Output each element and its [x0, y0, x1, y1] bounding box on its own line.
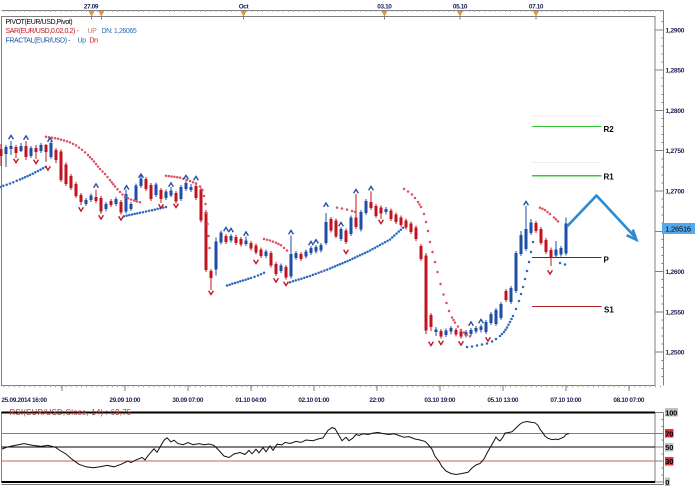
svg-text:29.09 10:00: 29.09 10:00: [109, 397, 141, 404]
svg-text:1,2550: 1,2550: [666, 309, 685, 316]
svg-text:R2: R2: [604, 125, 615, 134]
svg-text:R1: R1: [604, 173, 615, 182]
svg-text:02.10 01:00: 02.10 01:00: [298, 397, 330, 404]
svg-text:1,2750: 1,2750: [666, 148, 685, 155]
svg-text:1,2700: 1,2700: [666, 189, 685, 196]
svg-text:25.09.2014 16:00: 25.09.2014 16:00: [2, 397, 48, 404]
svg-text:01.10 04:00: 01.10 04:00: [235, 397, 267, 404]
svg-text:22:00: 22:00: [369, 397, 385, 404]
svg-text:05.10 13:00: 05.10 13:00: [487, 397, 519, 404]
svg-text:03.10 19:00: 03.10 19:00: [424, 397, 456, 404]
svg-text:70: 70: [665, 429, 673, 438]
svg-text:50: 50: [665, 443, 673, 452]
svg-text:03.10: 03.10: [377, 4, 392, 11]
svg-text:RSI(EUR/USD,Close, 14) : 69,75: RSI(EUR/USD,Close, 14) : 69,75: [10, 408, 132, 417]
svg-text:05.10: 05.10: [453, 4, 468, 11]
svg-text:1,26516: 1,26516: [665, 224, 691, 233]
svg-text:08.10 07:00: 08.10 07:00: [613, 397, 645, 404]
svg-text:07.10 10:00: 07.10 10:00: [550, 397, 582, 404]
svg-text:07.10: 07.10: [529, 4, 544, 11]
svg-text:1,2900: 1,2900: [666, 27, 685, 34]
svg-text:1,2600: 1,2600: [666, 269, 685, 276]
svg-text:1,2800: 1,2800: [666, 108, 685, 115]
svg-text:P: P: [604, 255, 610, 264]
svg-text:Oct: Oct: [239, 4, 250, 11]
svg-text:27.09: 27.09: [84, 4, 99, 11]
svg-text:30.09 07:00: 30.09 07:00: [172, 397, 204, 404]
svg-text:0: 0: [665, 478, 669, 486]
svg-text:1,2850: 1,2850: [666, 68, 685, 75]
svg-text:30: 30: [665, 457, 673, 466]
svg-text:100: 100: [665, 408, 677, 417]
svg-text:1,2500: 1,2500: [666, 350, 685, 357]
svg-text:PIVOT(EUR/USD,Pivot): PIVOT(EUR/USD,Pivot): [6, 19, 73, 26]
svg-text:S1: S1: [604, 305, 614, 314]
